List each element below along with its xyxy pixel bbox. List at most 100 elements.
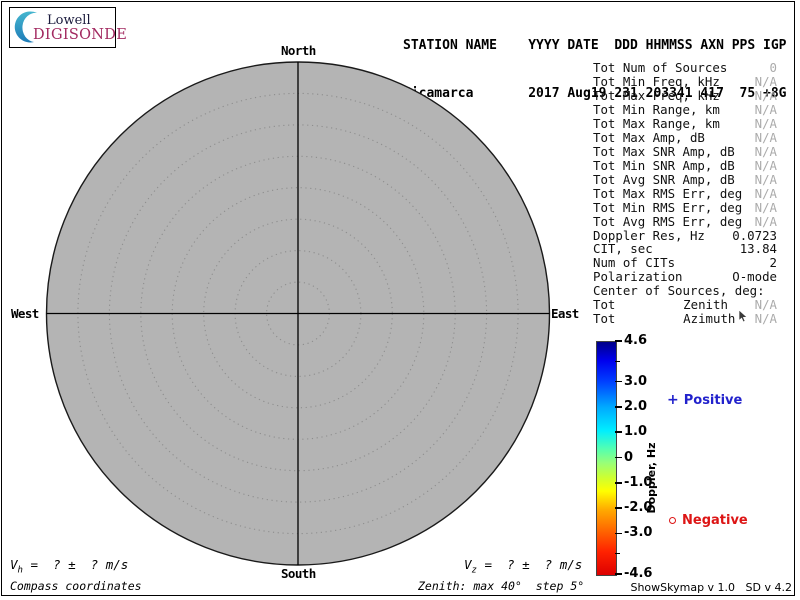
stat-label: Tot Max Amp, dB <box>593 130 705 146</box>
vz-value: = ? ± ? m/s <box>476 557 583 572</box>
stat-value: N/A <box>754 311 777 327</box>
crescent-icon <box>14 11 37 43</box>
vz-sub: z <box>471 565 477 576</box>
stat-label: Polarization <box>593 269 683 285</box>
stat-label: Num of CITs <box>593 255 676 271</box>
stat-value: N/A <box>754 88 777 104</box>
stat-row: Tot Avg RMS Err, deg N/A <box>593 213 777 229</box>
stat-value: N/A <box>754 74 777 90</box>
lowell-digisonde-logo: Lowell DIGISONDE <box>9 7 127 48</box>
stat-row: Tot Max RMS Err, deg N/A <box>593 185 777 201</box>
stat-label: Tot Min SNR Amp, dB <box>593 157 735 173</box>
negative-marker-icon <box>669 517 676 524</box>
stat-row: Tot Max SNR Amp, dB N/A <box>593 144 777 159</box>
stat-value: N/A <box>754 185 777 201</box>
zenith-range-label: Zenith: max 40° step 5° <box>418 579 585 593</box>
horizontal-velocity-readout: Vh = ? ± ? m/s <box>10 557 128 576</box>
colorbar-tick-label: 0 <box>624 449 634 465</box>
compass-label-north: North <box>281 43 316 58</box>
stat-label: CIT, sec <box>593 241 653 257</box>
stat-label: Doppler Res, Hz <box>593 227 705 243</box>
stat-label: Tot Num of Sources <box>593 60 728 76</box>
skymap-polar-plot <box>45 61 551 566</box>
stat-row: Tot Max Freq, kHz N/A <box>593 88 777 104</box>
stat-label: Tot Max Range, km <box>593 116 720 132</box>
stat-label: Tot <box>593 297 616 313</box>
vh-var: V <box>10 557 18 572</box>
negative-legend: Negative <box>669 513 748 528</box>
stat-value: N/A <box>754 144 777 159</box>
stat-row: Tot Zenith N/A <box>593 297 777 313</box>
stat-value: 2 <box>769 255 777 271</box>
stat-row: Num of CITs 2 <box>593 255 777 271</box>
compass-label-east: East <box>551 306 579 321</box>
stat-label: Tot Avg RMS Err, deg <box>593 213 743 229</box>
doppler-colorbar <box>596 341 617 576</box>
colorbar-tick-label: -2.0 <box>624 500 653 516</box>
stat-row: Tot Avg SNR Amp, dB N/A <box>593 171 777 187</box>
compass-label-south: South <box>281 566 316 581</box>
app-version-label: ShowSkymap v 1.0 SD v 4.2 <box>630 581 792 594</box>
colorbar-tick-label: 3.0 <box>624 373 648 389</box>
stat-value: 0.0723 <box>732 227 777 243</box>
compass-label-west: West <box>11 306 39 321</box>
stat-value: N/A <box>754 199 777 215</box>
stat-value: N/A <box>754 213 777 229</box>
colorbar-tick <box>615 553 620 555</box>
stat-label: Center of Sources, deg: <box>593 283 765 299</box>
colorbar-tick <box>615 456 622 459</box>
stat-value: O-mode <box>732 269 777 285</box>
positive-legend: + Positive <box>667 392 742 408</box>
colorbar-tick-label: 2.0 <box>624 398 648 414</box>
colorbar-tick <box>615 360 620 362</box>
stat-mid-label: Azimuth <box>683 311 736 327</box>
colorbar-tick <box>615 431 622 433</box>
stat-row: Tot Azimuth N/A <box>593 311 777 327</box>
colorbar-tick <box>615 573 622 575</box>
colorbar-tick-label: -3.0 <box>624 525 653 541</box>
colorbar-tick <box>615 532 622 535</box>
stat-value: N/A <box>754 102 777 118</box>
colorbar-tick <box>615 507 622 509</box>
stat-row: Tot Min RMS Err, deg N/A <box>593 199 777 215</box>
mouse-cursor-icon <box>738 310 748 323</box>
stat-value: N/A <box>754 171 777 187</box>
stat-mid-label: Zenith <box>683 297 728 313</box>
logo-digisonde-text: DIGISONDE <box>33 27 128 43</box>
logo-lowell-text: Lowell <box>47 13 91 28</box>
stat-value: 0 <box>769 60 777 76</box>
vz-var: V <box>464 557 472 572</box>
colorbar-tick <box>615 482 622 484</box>
doppler-colorbar-title: Doppler, Hz <box>645 442 658 514</box>
vh-sub: h <box>17 565 23 576</box>
station-header: STATION NAME YYYY DATE DDD HHMMSS AXN PP… <box>403 6 787 134</box>
statistics-panel: Tot Num of Sources 0 Tot Min Freq, kHz N/A T… <box>593 60 777 327</box>
stat-row: Center of Sources, deg: <box>593 283 777 299</box>
station-header-columns: STATION NAME YYYY DATE DDD HHMMSS AXN PP… <box>403 38 787 53</box>
stat-row: Tot Min Freq, kHz N/A <box>593 74 777 90</box>
stat-label: Tot <box>593 311 616 327</box>
stat-row: Tot Min Range, km N/A <box>593 102 777 118</box>
stat-row: Doppler Res, Hz 0.0723 <box>593 227 777 243</box>
stat-value: N/A <box>754 116 777 132</box>
vh-value: = ? ± ? m/s <box>22 557 129 572</box>
stat-label: Tot Min RMS Err, deg <box>593 199 743 215</box>
positive-legend-label: Positive <box>683 392 743 408</box>
coordinates-mode-label: Compass coordinates <box>10 579 142 593</box>
stat-label: Tot Min Freq, kHz <box>593 74 720 90</box>
stat-label: Tot Avg SNR Amp, dB <box>593 171 735 187</box>
stat-value: N/A <box>754 130 777 146</box>
stat-row: Polarization O-mode <box>593 269 777 285</box>
stat-label: Tot Min Range, km <box>593 102 720 118</box>
colorbar-tick-label: -4.6 <box>624 566 653 581</box>
colorbar-tick <box>615 340 622 342</box>
vertical-velocity-readout: Vz = ? ± ? m/s <box>464 557 582 576</box>
stat-value: 13.84 <box>739 241 777 257</box>
negative-legend-label: Negative <box>682 513 748 528</box>
stat-row: Tot Max Amp, dB N/A <box>593 130 777 146</box>
stat-value: N/A <box>754 297 777 313</box>
colorbar-tick <box>615 406 622 408</box>
colorbar-tick-label: 1.0 <box>624 424 648 440</box>
stat-row: Tot Min SNR Amp, dB N/A <box>593 157 777 173</box>
